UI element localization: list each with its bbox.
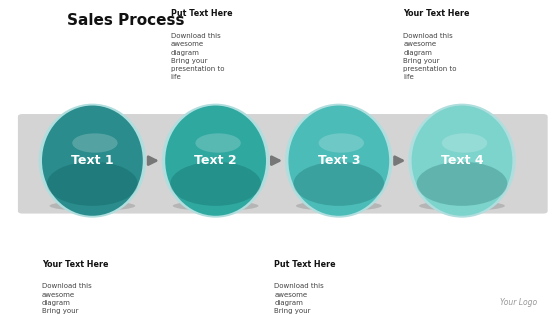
Ellipse shape [170,162,261,206]
Ellipse shape [285,104,393,218]
Ellipse shape [42,106,143,216]
Text: Text 1: Text 1 [71,154,114,167]
Ellipse shape [296,201,382,211]
Text: Download this
awesome
diagram
Bring your
presentation to
life: Download this awesome diagram Bring your… [274,284,328,315]
FancyBboxPatch shape [18,114,548,214]
Text: Sales Process: Sales Process [67,13,185,28]
Ellipse shape [442,133,487,153]
Ellipse shape [72,133,118,153]
Ellipse shape [288,106,389,216]
Text: Text 3: Text 3 [318,154,360,167]
Text: Your Text Here: Your Text Here [403,9,470,19]
Text: Your Logo: Your Logo [501,298,538,307]
Ellipse shape [50,201,136,211]
Text: Text 4: Text 4 [441,154,483,167]
Text: Download this
awesome
diagram
Bring your
presentation to
life: Download this awesome diagram Bring your… [403,33,457,80]
Ellipse shape [417,162,507,206]
Ellipse shape [39,104,146,218]
Ellipse shape [162,104,269,218]
Text: Put Text Here: Put Text Here [171,9,232,19]
Ellipse shape [408,104,516,218]
Ellipse shape [165,106,266,216]
Text: Download this
awesome
diagram
Bring your
presentation to
life: Download this awesome diagram Bring your… [42,284,96,315]
Text: Download this
awesome
diagram
Bring your
presentation to
life: Download this awesome diagram Bring your… [171,33,225,80]
Ellipse shape [195,133,241,153]
Ellipse shape [293,162,384,206]
Ellipse shape [47,162,138,206]
Ellipse shape [319,133,364,153]
Ellipse shape [419,201,505,211]
Text: Your Text Here: Your Text Here [42,260,109,269]
Text: Put Text Here: Put Text Here [274,260,336,269]
Text: Text 2: Text 2 [194,154,237,167]
Ellipse shape [172,201,258,211]
Ellipse shape [412,106,512,216]
